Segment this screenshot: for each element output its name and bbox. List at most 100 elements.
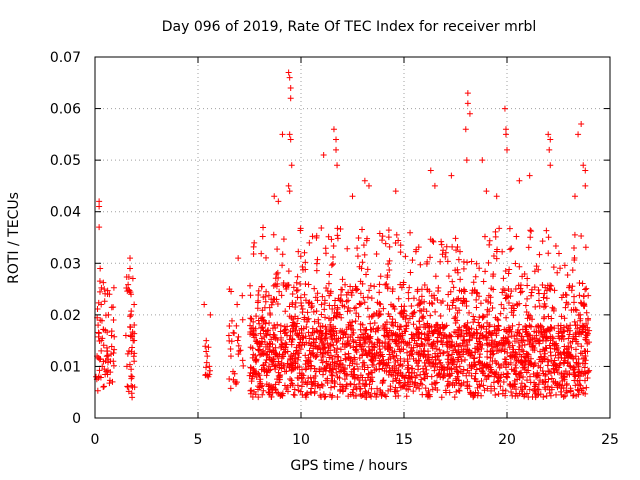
data-point [394, 323, 401, 330]
data-point [130, 353, 137, 360]
data-point [355, 366, 362, 373]
data-point [537, 322, 544, 329]
data-point [454, 269, 461, 276]
data-point [424, 337, 431, 344]
data-point [484, 334, 491, 341]
data-point [389, 316, 396, 323]
data-point [357, 391, 364, 398]
data-point [521, 341, 528, 348]
data-point [379, 233, 386, 240]
data-point [391, 388, 398, 395]
data-point [247, 364, 254, 371]
data-point [456, 287, 463, 294]
data-point [531, 379, 538, 386]
data-point [570, 299, 577, 306]
data-point [549, 334, 556, 341]
data-point [312, 378, 319, 385]
data-point [509, 349, 516, 356]
data-point [377, 301, 384, 308]
data-point [127, 324, 134, 331]
y-tick-label: 0.04 [50, 205, 81, 221]
data-point [96, 367, 103, 374]
data-point [449, 357, 456, 364]
data-point [295, 375, 302, 382]
data-point [412, 374, 419, 381]
data-point [408, 331, 415, 338]
data-point [578, 387, 585, 394]
data-point [104, 329, 111, 336]
data-point [386, 243, 393, 250]
data-point [259, 391, 266, 398]
data-point [586, 367, 593, 374]
data-point [329, 336, 336, 343]
data-point [445, 359, 452, 366]
data-point [418, 340, 425, 347]
data-point [487, 354, 494, 361]
data-point [362, 377, 369, 384]
data-point [499, 387, 506, 394]
data-point [265, 389, 272, 396]
data-point [561, 315, 568, 322]
data-point [322, 314, 329, 321]
data-point [376, 308, 383, 315]
data-point [545, 234, 552, 241]
data-point [316, 366, 323, 373]
data-point [517, 384, 524, 391]
data-point [326, 327, 333, 334]
data-point [521, 391, 528, 398]
data-point [575, 355, 582, 362]
data-point [509, 322, 516, 329]
data-point [308, 363, 315, 370]
data-point [442, 387, 449, 394]
data-point [413, 357, 420, 364]
data-point [289, 319, 296, 326]
data-point [365, 343, 372, 350]
data-point [566, 282, 573, 289]
data-point [126, 287, 133, 294]
data-point [299, 366, 306, 373]
data-point [532, 303, 539, 310]
data-point [203, 359, 210, 366]
data-point [570, 370, 577, 377]
data-point [385, 234, 392, 241]
data-point [386, 336, 393, 343]
data-point [487, 299, 494, 306]
data-point [486, 308, 493, 315]
data-point [522, 302, 529, 309]
data-point [328, 236, 335, 243]
data-point [247, 331, 254, 338]
data-point [278, 392, 285, 399]
data-point [397, 249, 404, 256]
data-point [419, 391, 426, 398]
data-point [533, 332, 540, 339]
data-point [476, 335, 483, 342]
data-point [464, 90, 471, 97]
data-point [374, 299, 381, 306]
data-point [279, 131, 286, 138]
data-point [376, 339, 383, 346]
data-point [239, 292, 246, 299]
data-point [346, 362, 353, 369]
data-point [443, 341, 450, 348]
data-point [129, 344, 136, 351]
data-point [453, 349, 460, 356]
data-point [356, 386, 363, 393]
data-point [276, 379, 283, 386]
data-point [444, 356, 451, 363]
data-point [103, 353, 110, 360]
data-point [563, 387, 570, 394]
data-point [500, 335, 507, 342]
data-point [310, 336, 317, 343]
data-point [268, 336, 275, 343]
data-point [535, 338, 542, 345]
data-point [110, 349, 117, 356]
data-point [578, 343, 585, 350]
data-point [300, 379, 307, 386]
data-point [255, 347, 262, 354]
y-tick-label: 0.07 [50, 50, 81, 66]
data-point [500, 378, 507, 385]
y-tick-label: 0.01 [50, 359, 81, 375]
data-point [535, 381, 542, 388]
data-point [347, 380, 354, 387]
data-point [124, 350, 131, 357]
